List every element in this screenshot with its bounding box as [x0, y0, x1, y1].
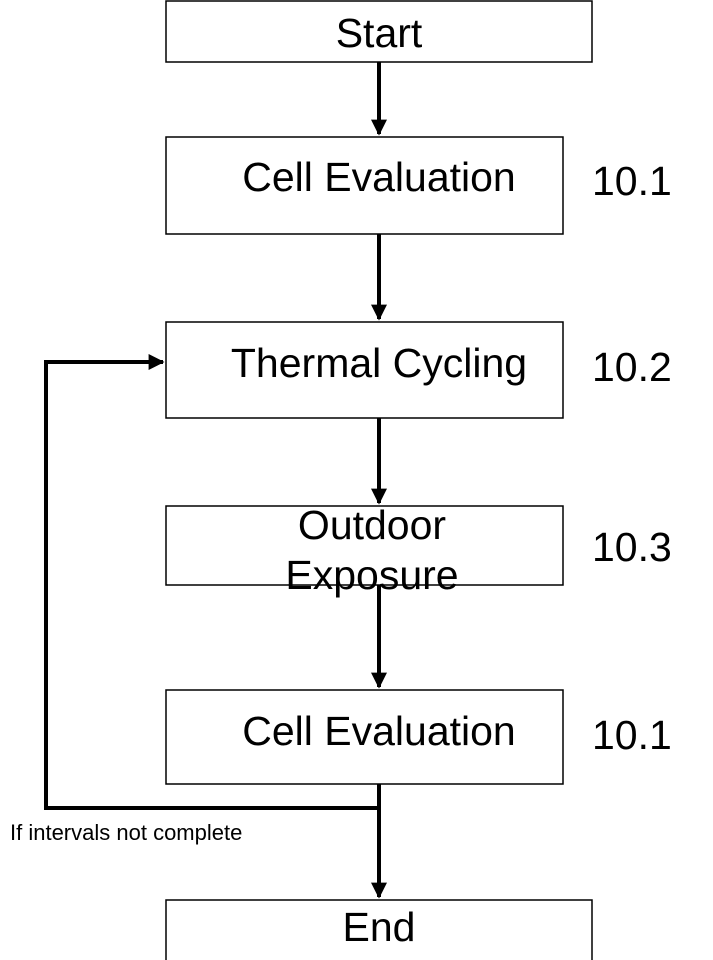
start-box — [165, 0, 593, 63]
node-label: Cell Evaluation — [242, 154, 516, 200]
node-label: Thermal Cycling — [231, 340, 527, 386]
node-label: Exposure — [285, 552, 458, 598]
node-label: End — [343, 904, 416, 950]
process-box — [165, 505, 564, 586]
process-box — [165, 321, 564, 419]
section-label: 10.1 — [592, 158, 672, 204]
process-box — [165, 689, 564, 785]
node-label: Start — [336, 10, 423, 56]
node-label: Cell Evaluation — [242, 708, 516, 754]
loop-arrow — [44, 354, 379, 810]
section-label: 10.1 — [592, 712, 672, 758]
section-label: 10.2 — [592, 344, 672, 390]
loop-label: If intervals not complete — [10, 820, 242, 845]
process-box — [165, 136, 564, 235]
end-box — [165, 899, 593, 960]
node-label: Outdoor — [298, 502, 446, 548]
section-label: 10.3 — [592, 524, 672, 570]
